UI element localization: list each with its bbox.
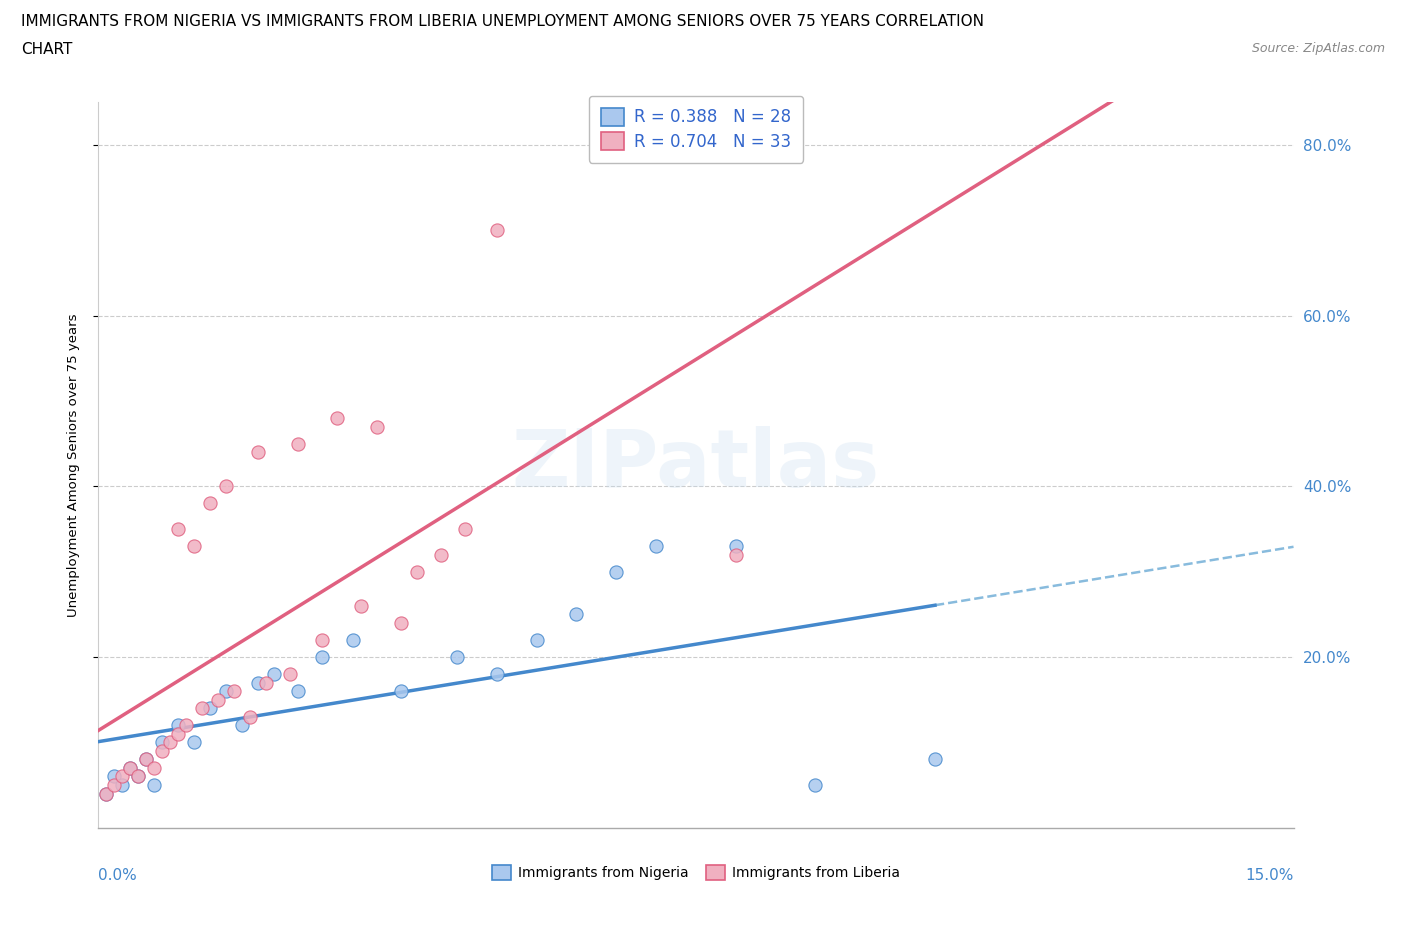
Point: [215, 479, 238, 494]
Point: [287, 684, 309, 698]
Point: [96, 786, 118, 801]
Point: [207, 692, 229, 707]
Text: Source: ZipAtlas.com: Source: ZipAtlas.com: [1251, 42, 1385, 55]
Point: [150, 735, 173, 750]
Point: [406, 565, 429, 579]
Point: [350, 598, 373, 613]
Text: 15.0%: 15.0%: [1246, 868, 1294, 883]
Point: [143, 761, 166, 776]
Point: [167, 522, 190, 537]
Point: [167, 726, 190, 741]
Text: ZIPatlas: ZIPatlas: [512, 426, 880, 504]
Point: [111, 769, 134, 784]
Y-axis label: Unemployment Among Seniors over 75 years: Unemployment Among Seniors over 75 years: [67, 313, 80, 617]
Point: [724, 547, 747, 562]
Point: [222, 684, 245, 698]
Point: [120, 761, 142, 776]
Point: [924, 752, 946, 767]
Point: [645, 538, 668, 553]
Point: [311, 649, 333, 664]
Point: [446, 649, 468, 664]
Point: [159, 735, 181, 750]
Point: [287, 436, 309, 451]
Point: [143, 777, 166, 792]
Point: [183, 538, 205, 553]
Point: [366, 419, 388, 434]
Point: [174, 718, 197, 733]
Point: [191, 701, 214, 716]
Point: [127, 769, 149, 784]
Point: [342, 632, 364, 647]
Point: [150, 743, 173, 758]
Point: [454, 522, 477, 537]
Text: IMMIGRANTS FROM NIGERIA VS IMMIGRANTS FROM LIBERIA UNEMPLOYMENT AMONG SENIORS OV: IMMIGRANTS FROM NIGERIA VS IMMIGRANTS FR…: [21, 14, 984, 29]
Point: [183, 735, 205, 750]
Point: [485, 223, 508, 238]
Point: [111, 777, 134, 792]
Point: [127, 769, 149, 784]
Point: [239, 710, 262, 724]
Point: [263, 667, 285, 682]
Point: [96, 786, 118, 801]
Point: [103, 777, 125, 792]
Point: [724, 538, 747, 553]
Point: [135, 752, 157, 767]
Point: [430, 547, 453, 562]
Point: [167, 718, 190, 733]
Point: [215, 684, 238, 698]
Point: [198, 496, 221, 511]
Legend: Immigrants from Nigeria, Immigrants from Liberia: Immigrants from Nigeria, Immigrants from…: [486, 859, 905, 886]
Point: [198, 701, 221, 716]
Point: [311, 632, 333, 647]
Point: [389, 684, 412, 698]
Point: [120, 761, 142, 776]
Point: [526, 632, 548, 647]
Point: [326, 411, 349, 426]
Point: [389, 616, 412, 631]
Point: [246, 445, 269, 459]
Point: [254, 675, 277, 690]
Point: [231, 718, 253, 733]
Point: [135, 752, 157, 767]
Point: [103, 769, 125, 784]
Point: [278, 667, 301, 682]
Point: [485, 667, 508, 682]
Point: [605, 565, 627, 579]
Point: [565, 607, 588, 622]
Text: CHART: CHART: [21, 42, 73, 57]
Point: [246, 675, 269, 690]
Point: [804, 777, 827, 792]
Text: 0.0%: 0.0%: [98, 868, 138, 883]
